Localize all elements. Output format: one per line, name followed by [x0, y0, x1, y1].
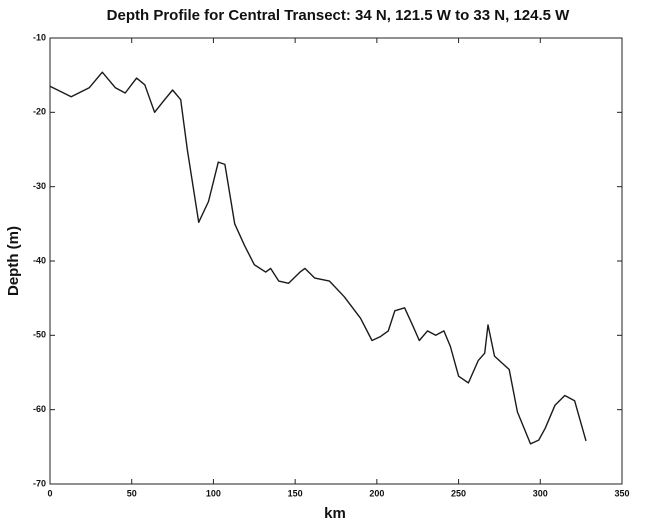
y-tick-label: -30 [33, 181, 46, 191]
chart-title: Depth Profile for Central Transect: 34 N… [107, 7, 570, 24]
x-tick-label: 100 [206, 488, 221, 498]
y-tick-label: -40 [33, 255, 46, 265]
x-tick-label: 250 [451, 488, 466, 498]
x-tick-label: 300 [533, 488, 548, 498]
x-tick-label: 0 [47, 488, 52, 498]
depth-line [49, 71, 587, 445]
x-tick-label: 200 [369, 488, 384, 498]
plot-frame [49, 37, 623, 485]
x-tick-label: 350 [614, 488, 629, 498]
y-tick-label: -60 [33, 404, 46, 414]
x-tick-label: 50 [127, 488, 137, 498]
y-axis-label: Depth (m) [5, 226, 22, 296]
y-tick-label: -50 [33, 330, 46, 340]
y-tick-label: -20 [33, 107, 46, 117]
x-axis-label: km [324, 505, 346, 522]
x-tick-label: 150 [288, 488, 303, 498]
y-tick-label: -10 [33, 32, 46, 42]
y-tick-label: -70 [33, 478, 46, 488]
